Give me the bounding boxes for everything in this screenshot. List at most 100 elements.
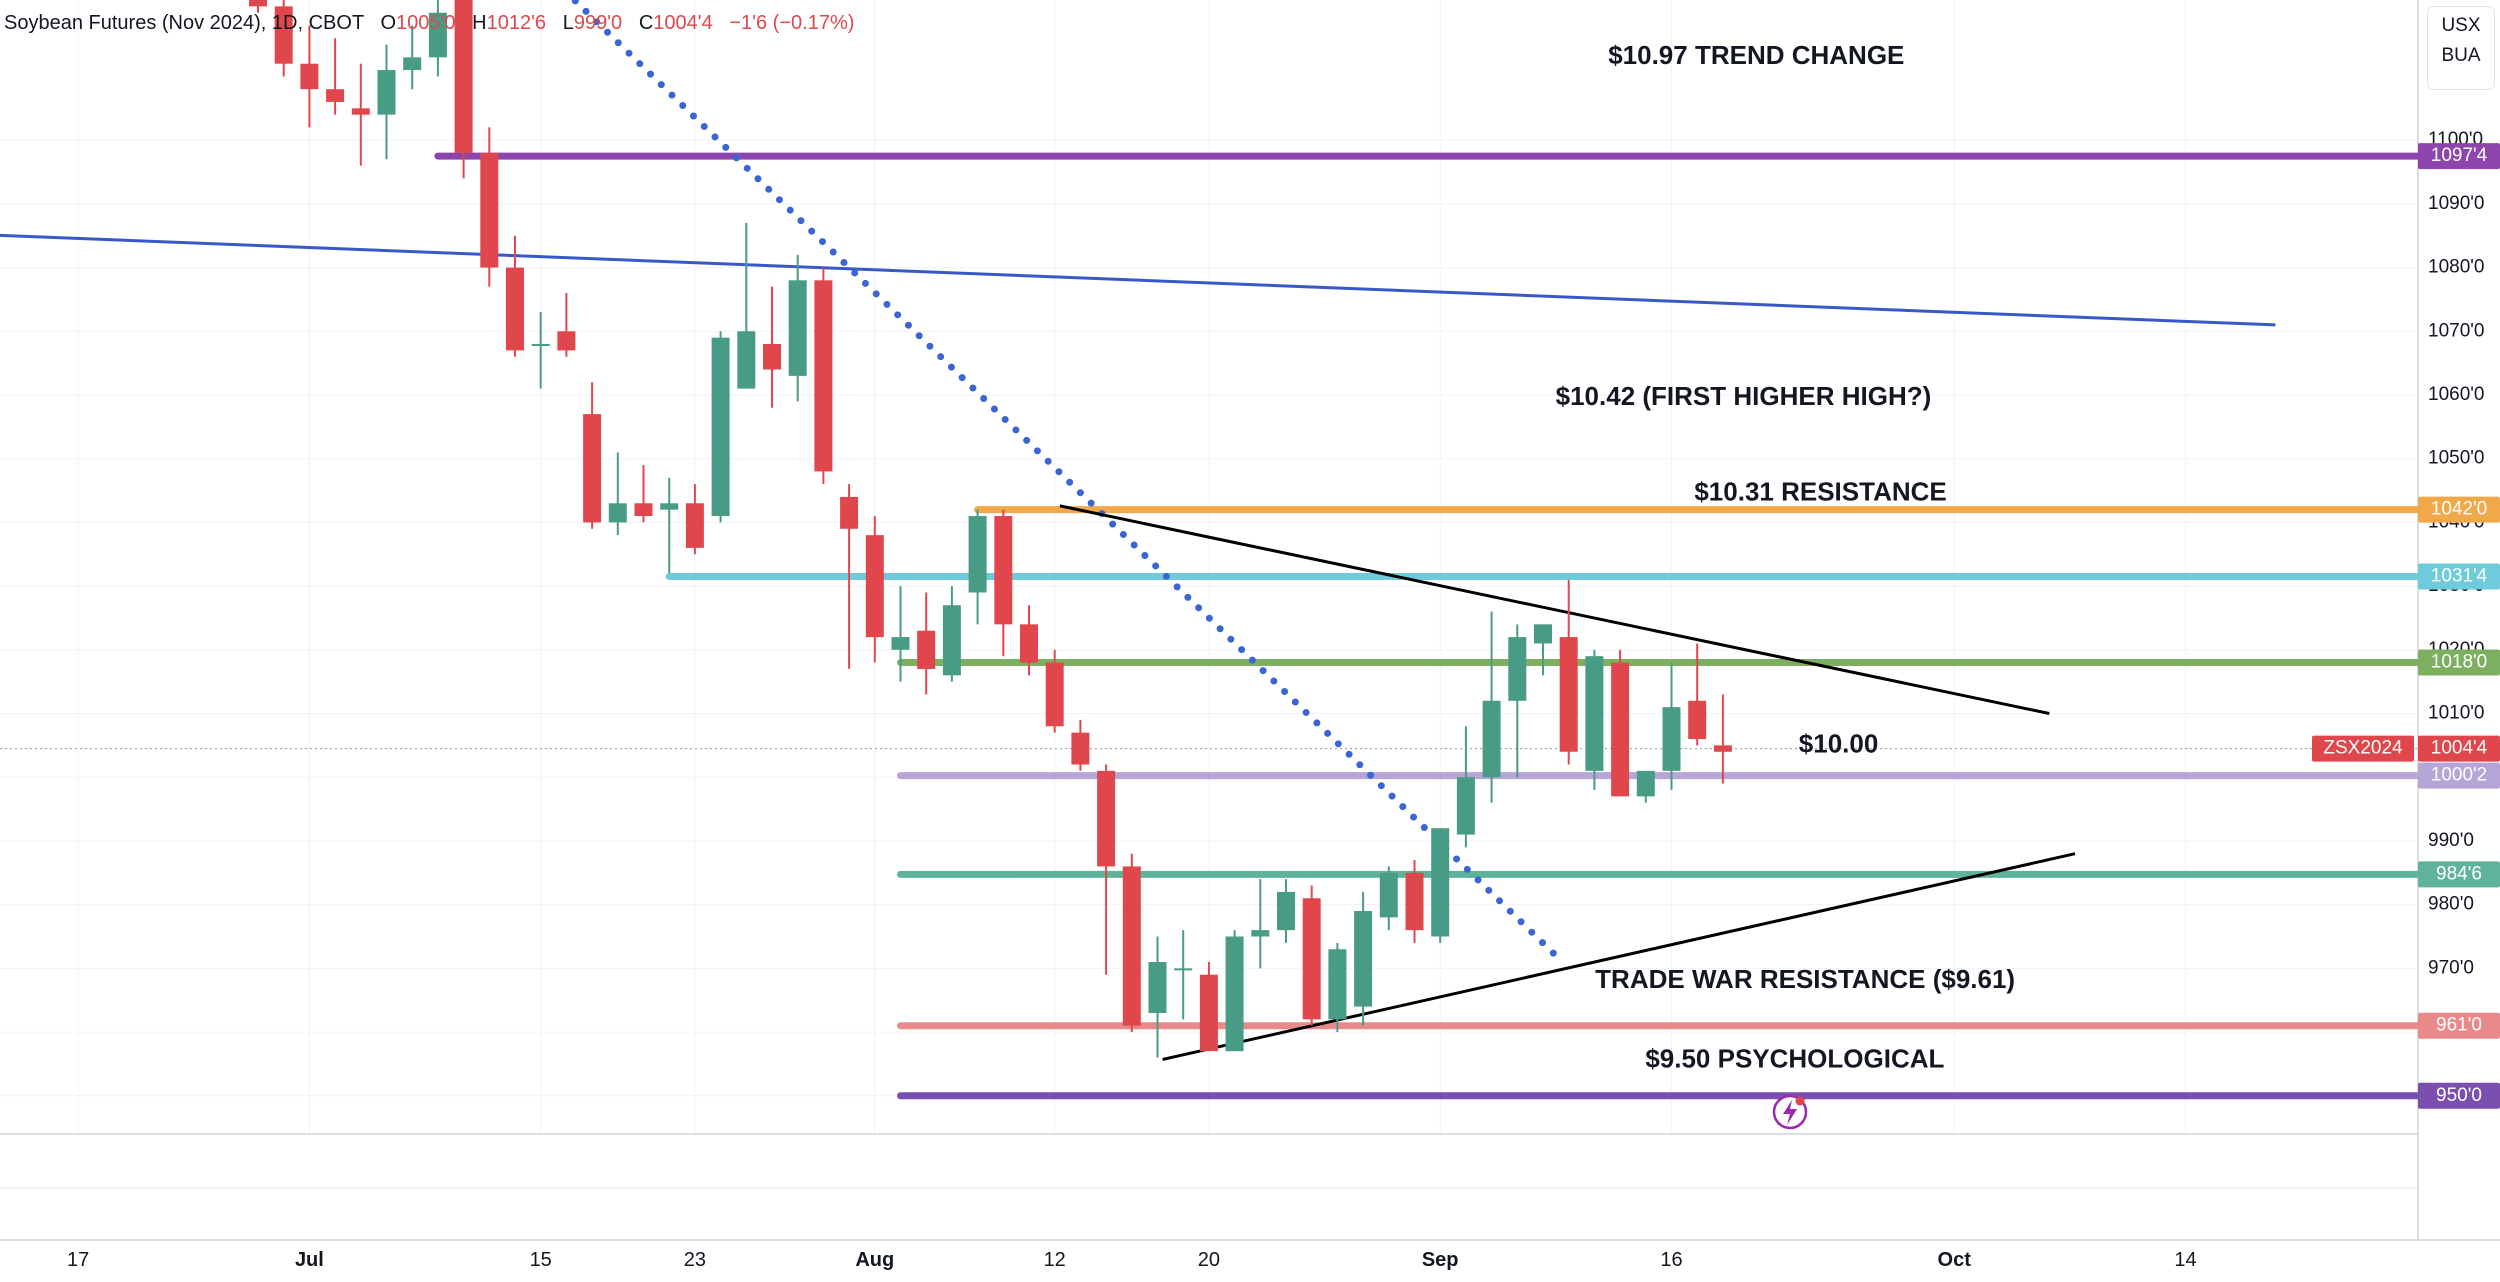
candle-body <box>737 331 756 389</box>
symbol-header: Soybean Futures (Nov 2024), 1D, CBOT O10… <box>4 12 854 35</box>
candle-body <box>1045 662 1064 727</box>
candle <box>763 286 781 408</box>
alert-icon-dot <box>1795 1096 1805 1106</box>
open-value: 1005'0 <box>396 12 456 34</box>
candle-body <box>1559 637 1578 752</box>
candle-body <box>1148 961 1167 1013</box>
level-price-tag: 1042'0 <box>2418 496 2500 523</box>
candle-body <box>326 89 345 102</box>
candle-body <box>351 108 370 115</box>
level-price-tag-text: 1042'0 <box>2431 499 2487 520</box>
candle-body <box>557 331 576 351</box>
level-price-tag-bg <box>2418 1012 2500 1039</box>
candle-body <box>1585 656 1604 771</box>
level-price-tag-text: 1000'2 <box>2431 765 2487 786</box>
price-tick-label: 970'0 <box>2428 957 2474 978</box>
candle <box>994 509 1013 657</box>
candle <box>1277 879 1295 943</box>
candle-body <box>1354 911 1373 1007</box>
candle <box>1199 961 1218 1052</box>
candle <box>634 465 653 523</box>
unit-label[interactable]: BUA <box>2441 45 2481 66</box>
candle-body <box>506 267 524 351</box>
candle <box>968 509 987 625</box>
candle-body <box>1456 777 1475 835</box>
candle <box>249 0 267 13</box>
candle <box>737 222 756 389</box>
level-price-tag-text: 961'0 <box>2436 1015 2482 1036</box>
candle-body <box>660 503 679 510</box>
level-price-tag-text: 1031'4 <box>2431 566 2488 587</box>
candle <box>583 382 602 529</box>
candle <box>454 0 473 179</box>
candle-body <box>300 63 319 90</box>
unit-selector[interactable]: USX BUA <box>2427 6 2495 90</box>
candle-body <box>403 57 422 71</box>
candle <box>840 484 859 669</box>
candle <box>531 312 550 389</box>
candle-body <box>711 337 730 517</box>
candle <box>1405 860 1424 943</box>
price-tick-label: 1070'0 <box>2428 320 2484 341</box>
candle-body <box>788 280 807 376</box>
candle-body <box>428 12 447 58</box>
candle <box>711 331 730 523</box>
candle-body <box>840 496 859 529</box>
candle <box>326 38 345 115</box>
alert-icon <box>1772 1094 1808 1130</box>
symbol-title: Soybean Futures (Nov 2024), 1D, CBOT <box>4 12 364 34</box>
candle <box>1585 649 1604 790</box>
candle-body <box>1688 700 1707 740</box>
candle <box>1534 624 1552 676</box>
candle-body <box>1534 624 1552 644</box>
price-tick-label: 1060'0 <box>2428 384 2484 405</box>
candle-body <box>531 344 550 347</box>
candle <box>660 477 679 574</box>
last-price-tag-text: 1004'4 <box>2431 738 2488 759</box>
candle-body <box>942 605 961 676</box>
candle-body <box>968 516 987 593</box>
candle-body <box>814 280 833 472</box>
candle <box>917 592 936 695</box>
candles <box>249 0 1732 1058</box>
level-price-tag: 950'0 <box>2418 1082 2500 1109</box>
time-tick-label: Aug <box>855 1249 894 1271</box>
candle <box>557 293 576 357</box>
candle <box>1379 866 1398 931</box>
time-tick-label: 16 <box>1660 1249 1682 1271</box>
change-value: −1'6 (−0.17%) <box>729 12 855 34</box>
time-tick-label: 23 <box>684 1249 706 1271</box>
price-tick-label: 990'0 <box>2428 830 2474 851</box>
candle-body <box>1071 732 1090 765</box>
candle <box>1225 930 1244 1052</box>
candle <box>1611 649 1630 797</box>
candle <box>274 0 293 77</box>
level-price-tag: 1031'4 <box>2418 563 2500 590</box>
symbol-tag: ZSX2024 <box>2312 735 2414 762</box>
currency-label[interactable]: USX <box>2441 15 2481 36</box>
level-price-tag: 961'0 <box>2418 1012 2500 1039</box>
candle-body <box>1482 700 1501 778</box>
candle-body <box>1122 866 1141 1026</box>
candle-body <box>274 6 293 64</box>
candle <box>1482 611 1501 803</box>
last-price-tag-bg <box>2418 735 2500 762</box>
time-tick-label: Jul <box>295 1249 324 1271</box>
candle <box>1456 726 1475 848</box>
level-price-tag-text: 1097'4 <box>2431 145 2488 166</box>
candle <box>1508 624 1527 778</box>
time-tick-label: 20 <box>1198 1249 1220 1271</box>
high-label: H <box>472 12 487 34</box>
candle-body <box>1328 949 1347 1020</box>
trend-line <box>0 233 2276 327</box>
time-tick-label: 14 <box>2174 1249 2196 1271</box>
candle <box>1071 719 1090 771</box>
candle-body <box>1020 624 1038 663</box>
candle <box>1328 942 1347 1033</box>
candle <box>403 25 422 90</box>
time-tick-label: 17 <box>67 1249 89 1271</box>
close-value: 1004'4 <box>653 12 713 34</box>
candle <box>1148 936 1167 1058</box>
